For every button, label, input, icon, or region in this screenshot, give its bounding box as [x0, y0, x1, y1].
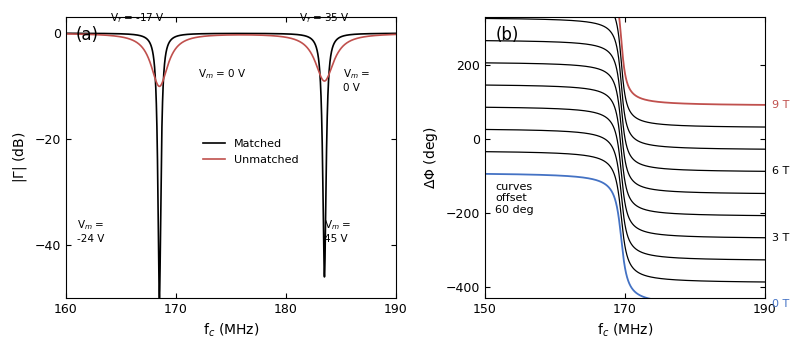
Text: V$_f$ = -17 V: V$_f$ = -17 V [110, 12, 165, 25]
Text: V$_m$ =
-24 V: V$_m$ = -24 V [77, 219, 104, 244]
Y-axis label: |$\Gamma$| (dB): |$\Gamma$| (dB) [11, 132, 29, 183]
Text: 6 T: 6 T [772, 166, 790, 176]
Text: 0 T: 0 T [772, 299, 790, 309]
Text: 3 T: 3 T [772, 233, 790, 243]
Text: 9 T: 9 T [772, 100, 790, 110]
Text: (a): (a) [76, 26, 99, 44]
X-axis label: f$_c$ (MHz): f$_c$ (MHz) [202, 322, 259, 339]
Legend: Matched, Unmatched: Matched, Unmatched [198, 135, 303, 169]
Text: V$_f$ = 35 V: V$_f$ = 35 V [299, 12, 350, 25]
Y-axis label: $\Delta\Phi$ (deg): $\Delta\Phi$ (deg) [422, 126, 440, 189]
Text: V$_m$ = 0 V: V$_m$ = 0 V [198, 68, 246, 82]
Text: (b): (b) [496, 26, 519, 44]
Text: V$_m$ =
0 V: V$_m$ = 0 V [343, 68, 370, 93]
Text: curves
offset
60 deg: curves offset 60 deg [495, 182, 534, 215]
X-axis label: f$_c$ (MHz): f$_c$ (MHz) [597, 322, 653, 339]
Text: V$_m$ =
45 V: V$_m$ = 45 V [325, 219, 352, 244]
